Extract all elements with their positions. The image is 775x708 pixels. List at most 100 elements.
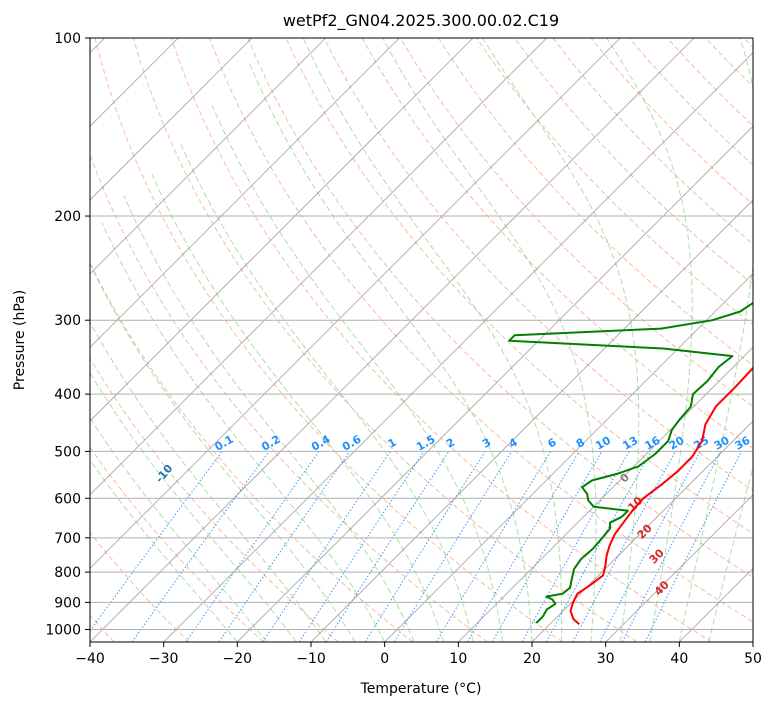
- y-tick-label: 200: [54, 209, 81, 225]
- mixing-ratio-line: [599, 451, 701, 642]
- moist-adiabat-line: [211, 105, 503, 642]
- moist-adiabat-line: [151, 174, 445, 642]
- mixing-ratio-label: 13: [621, 434, 641, 453]
- dry-adiabat-line: [90, 446, 264, 642]
- plot-frame: [89, 37, 754, 643]
- moist-adiabat-line: [302, 38, 563, 642]
- dry-adiabat-line: [743, 38, 753, 49]
- isotherm-line: [458, 346, 753, 642]
- y-tick-label: 300: [54, 313, 81, 329]
- moist-adiabat-line: [123, 195, 415, 642]
- mixing-ratio-line: [325, 451, 450, 642]
- mixing-ratio-label: 10: [593, 434, 613, 453]
- moist-adiabat-line: [382, 38, 597, 642]
- mixing-ratio-label: 1: [386, 436, 399, 451]
- mixing-ratio-label: 0.1: [213, 433, 236, 454]
- mixing-ratio-line: [572, 451, 676, 642]
- dry-adiabat-line: [667, 38, 753, 127]
- moist-adiabat-line: [90, 371, 297, 642]
- dry-adiabat-label: -20: [59, 416, 82, 440]
- mixing-ratio-line: [298, 451, 425, 642]
- isotherm-line: [90, 38, 253, 201]
- dry-adiabat-line: [514, 38, 753, 285]
- moist-adiabat-line: [606, 38, 693, 642]
- mixing-ratio-label: 30: [712, 434, 732, 453]
- dry-adiabat-line: [285, 38, 753, 535]
- mixing-ratio-line: [90, 451, 223, 632]
- temperature-profile-line: [569, 366, 753, 626]
- dry-adiabat-line: [705, 38, 753, 88]
- mixing-ratio-label: 4: [507, 435, 520, 450]
- mixing-ratio-line: [521, 451, 630, 642]
- isotherm-line: [90, 38, 326, 275]
- moist-adiabat-line: [90, 262, 356, 642]
- mixing-ratio-label: 1.5: [414, 433, 437, 454]
- y-tick-label: 600: [54, 491, 81, 507]
- mixing-ratio-line: [364, 451, 486, 642]
- mixing-ratio-label: 3: [480, 436, 493, 451]
- y-tick-label: 500: [54, 444, 81, 460]
- moist-adiabat-line: [678, 38, 753, 642]
- mixing-ratio-line: [131, 451, 270, 642]
- x-tick-label: 20: [523, 651, 541, 667]
- dry-adiabat-line: [132, 38, 638, 642]
- mixing-ratio-line: [262, 451, 391, 642]
- mixing-ratio-line: [644, 451, 742, 642]
- x-axis-title: Temperature (°C): [360, 681, 482, 697]
- mixing-ratio-label: 0.6: [340, 433, 364, 454]
- isotherm-line: [237, 125, 753, 642]
- mixing-ratio-line: [218, 451, 351, 642]
- isotherm-line: [90, 38, 621, 569]
- mixing-ratio-line: [393, 451, 513, 642]
- x-tick-label: −20: [223, 651, 253, 667]
- isotherm-line: [310, 199, 753, 642]
- mixing-ratio-label: 8: [574, 436, 587, 451]
- isotherm-line: [163, 52, 753, 642]
- isotherm-line: [384, 273, 753, 642]
- dry-adiabat-line: [437, 38, 753, 366]
- mixing-ratio-line: [467, 451, 580, 642]
- isotherm-line: [90, 38, 695, 642]
- mixing-ratio-label: 2: [444, 436, 457, 451]
- dry-adiabat-line: [90, 153, 488, 642]
- y-tick-label: 800: [54, 565, 81, 581]
- x-tick-label: 30: [597, 651, 615, 667]
- y-tick-label: 1000: [45, 622, 81, 638]
- isotherm-line: [679, 567, 753, 642]
- x-tick-label: −40: [75, 651, 105, 667]
- y-tick-label: 100: [54, 31, 81, 47]
- isotherm-line: [90, 38, 474, 422]
- dewpoint-profile-line: [508, 300, 753, 624]
- mixing-ratio-line: [435, 451, 552, 642]
- isotherm-line: [752, 641, 753, 642]
- y-tick-label: 400: [54, 387, 81, 403]
- moist-adiabat-line: [481, 38, 640, 642]
- dry-adiabat-line: [90, 261, 414, 642]
- mixing-ratio-line: [545, 451, 652, 642]
- dry-adiabat-line: [90, 357, 339, 642]
- moist-adiabat-line: [90, 459, 238, 642]
- isotherm-line: [90, 38, 400, 348]
- dry-adiabat-line: [590, 38, 753, 206]
- moist-adiabat-line: [90, 417, 268, 642]
- isotherm-line: [605, 494, 753, 642]
- x-tick-label: 40: [670, 651, 688, 667]
- mixing-ratio-line: [621, 451, 722, 642]
- y-tick-label: 900: [54, 595, 81, 611]
- dry-adiabat-line: [209, 38, 753, 623]
- moist-adiabat-line: [90, 321, 327, 642]
- x-axis: −40 −30 −20 −10 0 10 20 30 40 50: [75, 642, 762, 667]
- x-tick-label: 0: [380, 651, 389, 667]
- dry-adiabat-line: [170, 38, 712, 642]
- dry-adiabat-line: [90, 531, 190, 642]
- x-tick-label: −10: [296, 651, 326, 667]
- dry-adiabat-line: [399, 38, 753, 408]
- dry-adiabat-line: [323, 38, 753, 492]
- moist-adiabat-line: [101, 222, 386, 642]
- chart-title: wetPf2_GN04.2025.300.00.02.C19: [283, 11, 559, 31]
- dry-adiabat-label: -10: [153, 462, 176, 486]
- y-axis: 100 200 300 400 500 600 700 800 900 1000: [45, 31, 90, 638]
- x-tick-label: 50: [744, 651, 762, 667]
- y-tick-label: 700: [54, 531, 81, 547]
